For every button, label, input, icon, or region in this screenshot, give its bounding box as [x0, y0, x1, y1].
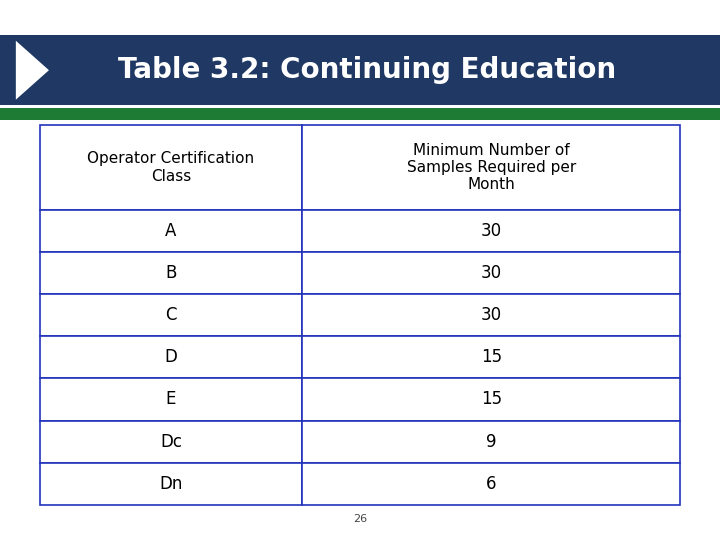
Text: 26: 26	[353, 515, 367, 524]
Bar	[302, 336, 680, 379]
Bar	[302, 210, 680, 252]
Bar	[40, 421, 302, 463]
Text: A: A	[166, 222, 176, 240]
Bar	[302, 252, 680, 294]
Bar	[40, 125, 302, 210]
Text: Minimum Number of
Samples Required per
Month: Minimum Number of Samples Required per M…	[407, 143, 576, 192]
Polygon shape	[16, 40, 49, 100]
Text: 6: 6	[486, 475, 497, 493]
Text: 15: 15	[481, 390, 502, 408]
Text: Table 3.2: Continuing Education: Table 3.2: Continuing Education	[118, 56, 616, 84]
Text: Operator Certification
Class: Operator Certification Class	[87, 151, 255, 184]
Text: 30: 30	[481, 306, 502, 324]
Text: 9: 9	[486, 433, 497, 450]
Text: B: B	[166, 264, 176, 282]
Bar	[302, 421, 680, 463]
Bar	[302, 379, 680, 421]
Text: 15: 15	[481, 348, 502, 366]
Bar	[0, 35, 720, 105]
Bar	[0, 108, 720, 120]
Text: Dc: Dc	[160, 433, 182, 450]
Bar	[302, 463, 680, 505]
Bar	[40, 252, 302, 294]
Bar	[40, 379, 302, 421]
Bar	[40, 336, 302, 379]
Bar	[302, 125, 680, 210]
Text: E: E	[166, 390, 176, 408]
Bar	[40, 463, 302, 505]
Text: 30: 30	[481, 264, 502, 282]
Text: Dn: Dn	[159, 475, 183, 493]
Bar	[302, 294, 680, 336]
Bar	[40, 210, 302, 252]
Text: 30: 30	[481, 222, 502, 240]
Text: C: C	[166, 306, 176, 324]
Bar	[40, 294, 302, 336]
Text: D: D	[165, 348, 177, 366]
